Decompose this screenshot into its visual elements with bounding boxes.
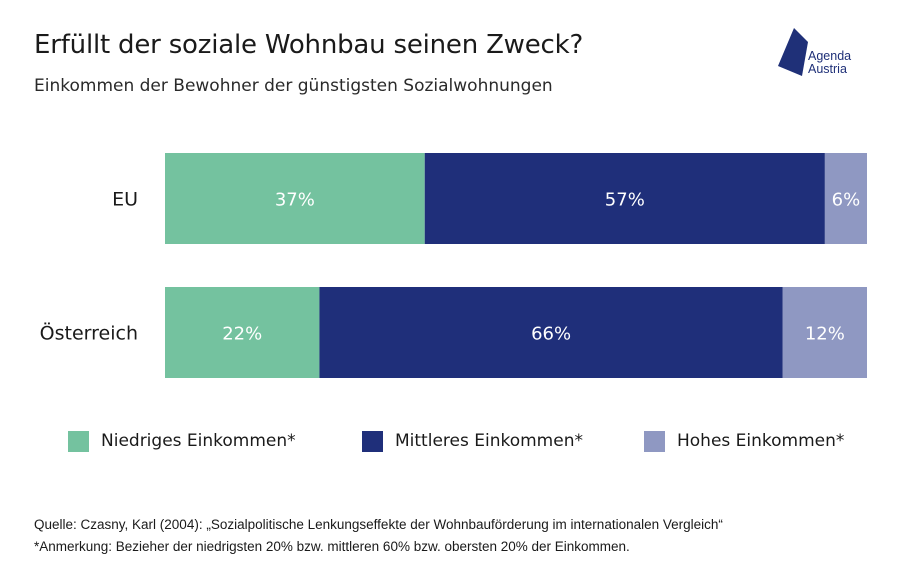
data-label-0-0: 37% [275,190,315,211]
legend-label-hohes: Hohes Einkommen* [677,431,845,451]
legend-item-mittleres: Mittleres Einkommen* [362,428,583,454]
chart-legend: Niedriges Einkommen* Mittleres Einkommen… [0,428,900,454]
logo-wordmark: Agenda Austria [808,50,851,76]
category-label-1: Österreich [40,322,138,345]
legend-item-niedriges: Niedriges Einkommen* [68,428,296,454]
legend-label-mittleres: Mittleres Einkommen* [395,431,583,451]
stacked-bar-chart: EU 37% 57% 6% Österreich 22% 66% 12% [40,153,867,378]
data-label-1-0: 22% [222,324,262,345]
legend-label-niedriges: Niedriges Einkommen* [101,431,296,451]
chart-subtitle: Einkommen der Bewohner der günstigsten S… [34,76,553,96]
footnotes: Quelle: Czasny, Karl (2004): „Sozialpoli… [34,514,723,558]
legend-swatch-mittleres [362,430,383,452]
bar-segment-1-1 [319,287,783,378]
methodology-note: *Anmerkung: Bezieher der niedrigsten 20%… [34,539,630,554]
chart-title: Erfüllt der soziale Wohnbau seinen Zweck… [34,30,584,60]
logo-text-austria: Austria [808,62,847,76]
bar-segment-1-0 [165,287,320,378]
category-label-0: EU [112,189,138,211]
legend-item-hohes: Hohes Einkommen* [644,428,844,454]
agenda-austria-logo [778,28,808,76]
data-label-1-1: 66% [531,324,571,345]
bar-segment-0-0 [165,153,425,244]
bar-segment-0-1 [424,153,825,244]
legend-swatch-niedriges [68,430,89,452]
logo-mark-icon [778,28,808,76]
legend-swatch-hohes [644,430,665,452]
bar-segment-1-2 [782,287,867,378]
data-label-0-2: 6% [832,190,861,211]
bar-segment-0-2 [824,153,867,244]
source-note: Quelle: Czasny, Karl (2004): „Sozialpoli… [34,517,723,532]
data-label-1-2: 12% [805,324,845,345]
logo-text-agenda: Agenda [808,49,852,63]
data-label-0-1: 57% [605,190,645,211]
